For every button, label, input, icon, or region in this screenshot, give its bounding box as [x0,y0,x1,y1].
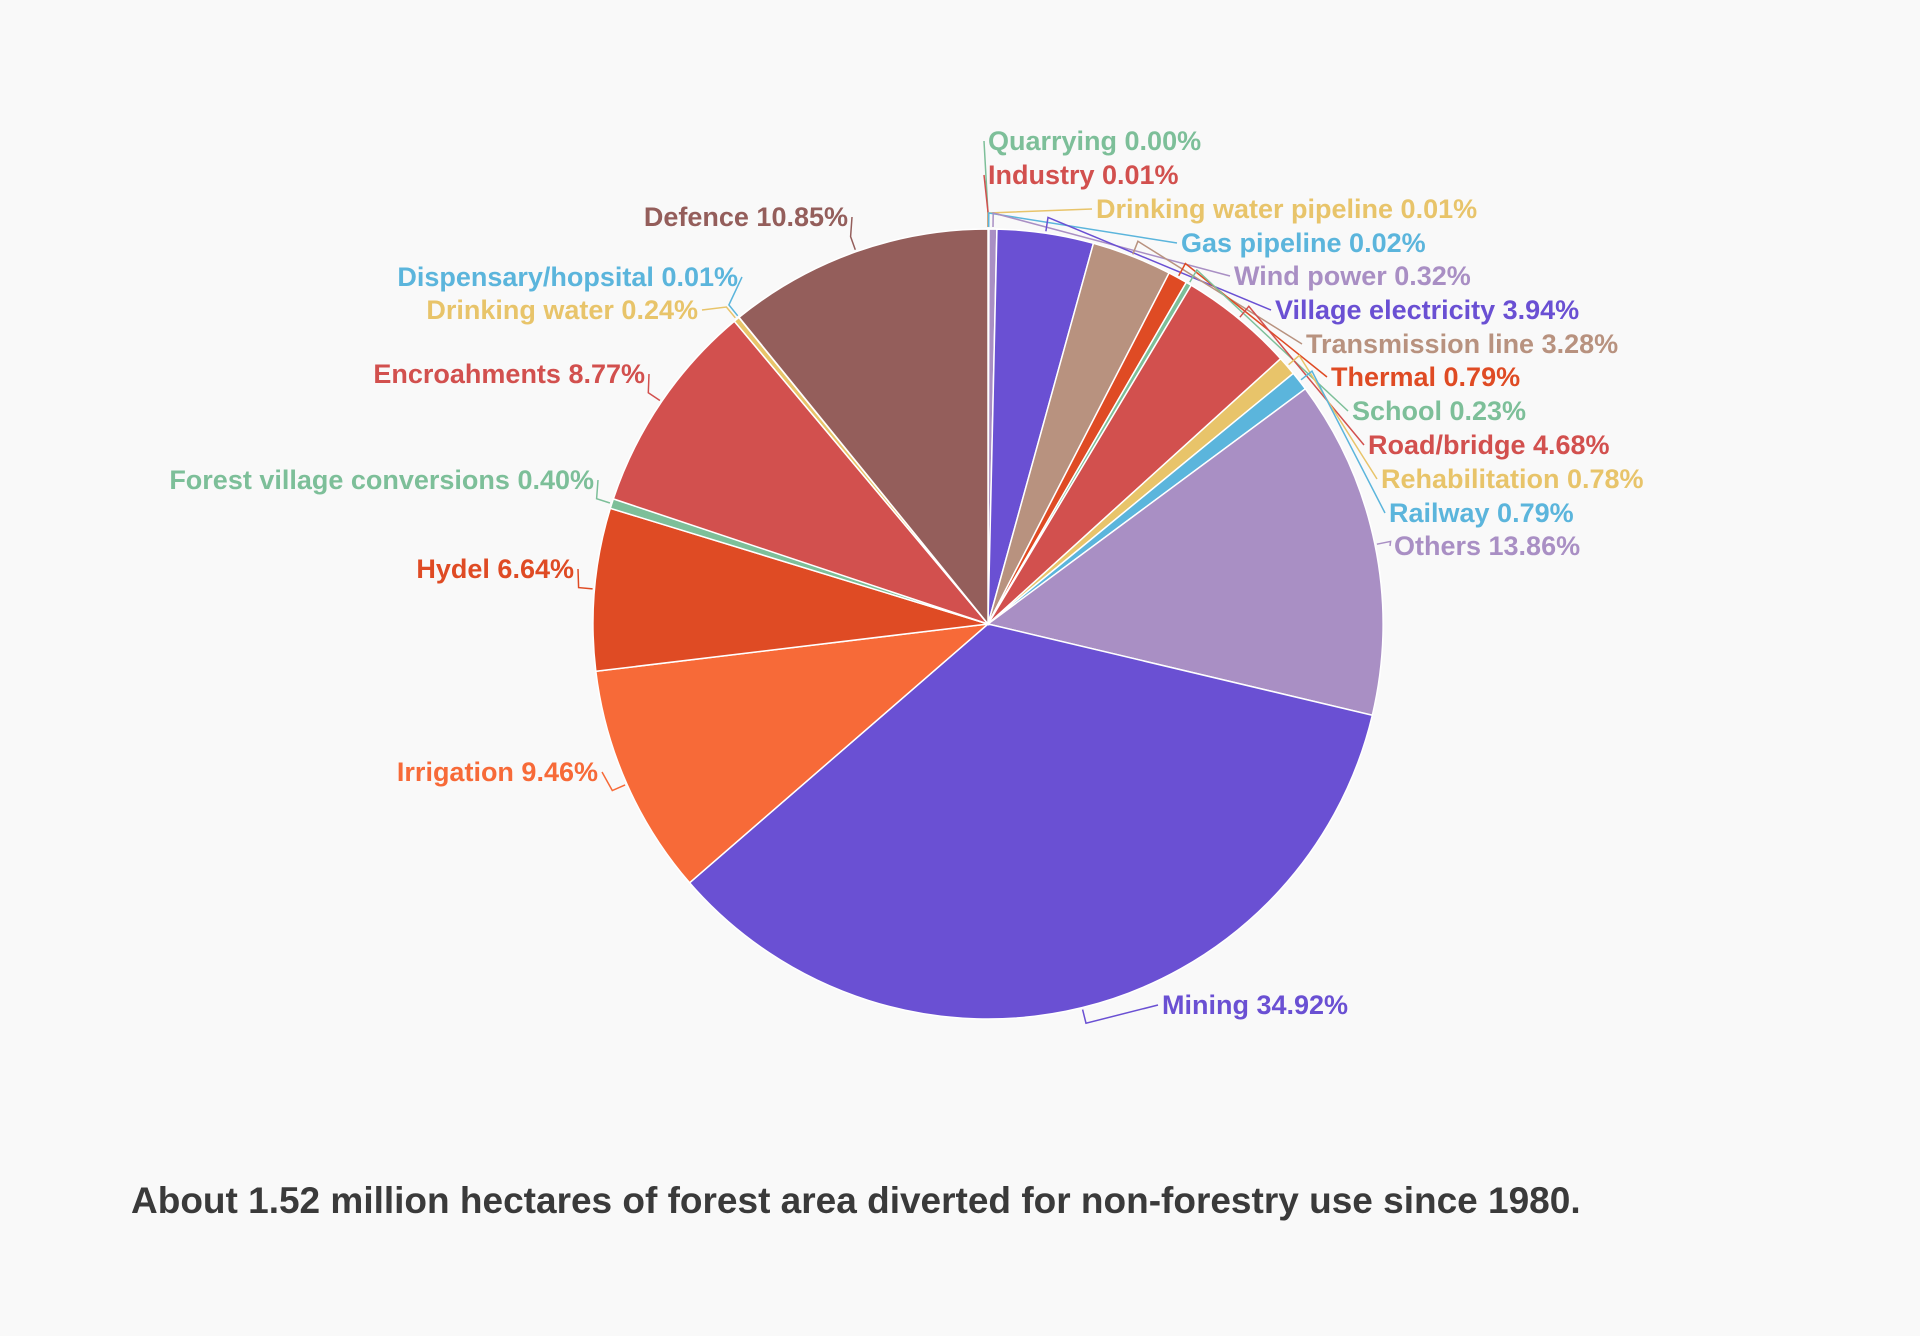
slice-label-wind-power: Wind power 0.32% [1234,261,1471,291]
slice-label-mining: Mining 34.92% [1162,990,1348,1020]
leader-line-railway [1300,370,1386,514]
pie-slice-irrigation [595,622,991,884]
leader-line-others [1376,540,1392,547]
leader-line-wind-power [992,212,1231,277]
leader-line-transmission-line [1132,240,1303,345]
leader-line-thermal [1178,262,1328,378]
pie-slice-encroahments [612,320,991,626]
slice-label-gas-pipeline: Gas pipeline 0.02% [1181,228,1426,258]
leader-line-hydel [577,568,593,590]
slice-label-encroahments: Encroahments 8.77% [373,359,645,389]
slice-label-school: School 0.23% [1352,396,1526,426]
slice-label-village-electricity: Village electricity 3.94% [1275,295,1579,325]
slice-label-road-bridge: Road/bridge 4.68% [1368,430,1610,460]
pie-slice-others [986,387,1384,717]
leader-line-dispensary-hopsital [728,276,743,317]
pie-slice-mining [688,623,1374,1020]
leader-line-encroahments [647,373,661,402]
chart-caption: About 1.52 million hectares of forest ar… [131,1180,1581,1221]
slice-label-irrigation: Irrigation 9.46% [397,757,598,787]
slice-label-railway: Railway 0.79% [1389,498,1574,528]
slice-label-others: Others 13.86% [1394,531,1580,561]
leader-line-village-electricity [1045,216,1272,311]
pie-slice-hydel [592,507,989,673]
pie-slices [592,228,1384,1020]
slice-label-drinking-water: Drinking water 0.24% [426,295,698,325]
slice-label-dispensary-hopsital: Dispensary/hopsital 0.01% [397,262,738,292]
leader-line-rehabilitation [1288,354,1378,480]
leader-line-gas-pipeline [987,212,1178,244]
slice-label-transmission-line: Transmission line 3.28% [1306,329,1618,359]
leader-line-drinking-water-pipeline [987,208,1093,227]
leader-line-irrigation [601,771,626,792]
leader-line-forest-village-conversions [595,479,611,504]
slice-label-forest-village-conversions: Forest village conversions 0.40% [169,465,594,495]
slice-label-quarrying: Quarrying 0.00% [988,126,1201,156]
label-leader-lines [577,140,1392,1025]
slice-label-defence: Defence 10.85% [644,202,848,232]
slice-label-industry: Industry 0.01% [988,160,1179,190]
leader-line-defence [849,216,857,251]
slice-label-rehabilitation: Rehabilitation 0.78% [1381,464,1644,494]
slice-labels: Quarrying 0.00% Industry 0.01% Drinking wa… [169,126,1643,1020]
slice-label-drinking-water-pipeline: Drinking water pipeline 0.01% [1096,194,1477,224]
pie-slice-defence [738,228,989,627]
slice-label-hydel: Hydel 6.64% [416,554,574,584]
leader-line-mining [1081,1004,1159,1025]
slice-label-thermal: Thermal 0.79% [1331,362,1520,392]
leader-line-drinking-water [701,306,736,319]
